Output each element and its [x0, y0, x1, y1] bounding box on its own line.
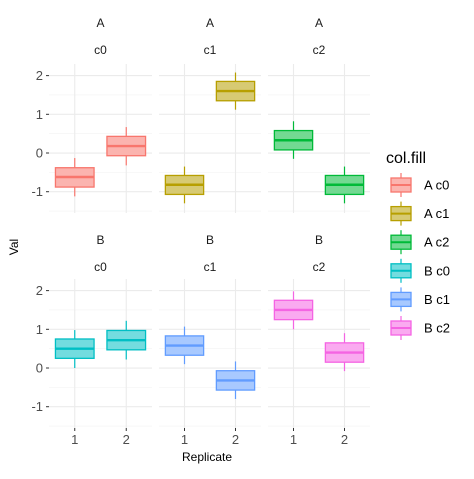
- legend-label: B c2: [424, 321, 450, 336]
- facet-strip-bottom: [268, 35, 370, 63]
- facet-strip-top-label: A: [315, 16, 323, 30]
- y-tick-label: 0: [36, 146, 43, 161]
- facet-strip-bottom-label: c0: [94, 260, 107, 274]
- legend-key-b-c0: B c0: [386, 256, 450, 285]
- box-a-c2-rep2: [324, 166, 365, 204]
- facet-strip-bottom: [159, 35, 261, 63]
- x-tick-label: 1: [181, 432, 188, 447]
- x-tick-label: 2: [232, 432, 239, 447]
- legend-title: col.fill: [386, 150, 426, 167]
- x-axis-title: Replicate: [182, 450, 232, 464]
- y-tick-label: -1: [31, 184, 43, 199]
- legend-key-b-c1: B c1: [386, 285, 450, 314]
- facet-strip-top: [159, 226, 261, 252]
- facet-strip-top: [49, 9, 152, 35]
- y-axes-layer: -1 0 1 2 -1 0 1 2: [31, 68, 49, 414]
- legend: col.fill A c0 A c1 A c2 B c0 B c1 B c2: [386, 150, 450, 342]
- facet-panel-b-c2: Bc2: [268, 226, 370, 428]
- x-tick-label: 2: [123, 432, 130, 447]
- x-tick-label: 1: [71, 432, 78, 447]
- legend-label: A c0: [424, 178, 449, 193]
- facet-strip-top: [268, 9, 370, 35]
- box-a-c2-rep1: [273, 121, 314, 159]
- y-tick-label: -1: [31, 399, 43, 414]
- facet-strip-bottom: [49, 252, 152, 280]
- legend-key-a-c0: A c0: [386, 171, 449, 199]
- facet-strip-top-label: B: [96, 233, 104, 247]
- box-b-c2-rep1: [273, 291, 314, 330]
- x-tick-label: 1: [290, 432, 297, 447]
- legend-key-a-c1: A c1: [386, 199, 449, 228]
- y-axis-title: Val: [7, 239, 21, 255]
- x-tick-label: 2: [341, 432, 348, 447]
- legend-label: A c1: [424, 206, 449, 221]
- legend-keys: A c0 A c1 A c2 B c0 B c1 B c2: [386, 171, 450, 342]
- facet-panel-a-c2: Ac2: [268, 9, 370, 213]
- facet-strip-top-label: A: [206, 16, 214, 30]
- facet-panel-a-c0: Ac0: [49, 9, 152, 213]
- y-axis-row-1: -1 0 1 2: [31, 68, 49, 199]
- box-a-c0-rep1: [54, 158, 95, 197]
- facet-panel-b-c0: Bc0: [49, 226, 152, 428]
- y-tick-label: 0: [36, 361, 43, 376]
- y-axis-row-2: -1 0 1 2: [31, 283, 49, 414]
- legend-key-a-c2: A c2: [386, 228, 449, 257]
- facet-strip-bottom-label: c1: [204, 260, 217, 274]
- facet-strip-top-label: B: [206, 233, 214, 247]
- facet-panel-a-c1: Ac1: [159, 9, 261, 213]
- legend-label: A c2: [424, 235, 449, 250]
- box-b-c0-rep2: [106, 320, 147, 360]
- facet-strip-bottom: [49, 35, 152, 63]
- box-a-c1-rep2: [215, 72, 256, 110]
- y-tick-label: 2: [36, 68, 43, 83]
- facet-strip-top: [159, 9, 261, 35]
- box-b-c0-rep1: [54, 330, 95, 369]
- facet-panel-b-c1: Bc1: [159, 226, 261, 428]
- y-tick-label: 2: [36, 283, 43, 298]
- facet-strip-bottom-label: c2: [313, 260, 326, 274]
- legend-key-b-c2: B c2: [386, 314, 450, 342]
- facet-strip-bottom: [268, 252, 370, 280]
- facet-strip-top-label: A: [96, 16, 104, 30]
- box-a-c1-rep1: [164, 166, 205, 204]
- facet-strip-top-label: B: [315, 233, 323, 247]
- legend-label: B c1: [424, 292, 450, 307]
- legend-label: B c0: [424, 263, 450, 278]
- box-b-c1-rep2: [215, 361, 256, 399]
- box-b-c2-rep2: [324, 333, 365, 372]
- y-tick-label: 1: [36, 322, 43, 337]
- facet-strip-bottom-label: c0: [94, 43, 107, 57]
- facet-strip-bottom-label: c2: [313, 43, 326, 57]
- box-a-c0-rep2: [106, 127, 147, 166]
- box-b-c1-rep1: [164, 326, 205, 365]
- facet-strip-top: [268, 226, 370, 252]
- facet-strip-bottom-label: c1: [204, 43, 217, 57]
- facet-strip-top: [49, 226, 152, 252]
- facet-strip-bottom: [159, 252, 261, 280]
- y-tick-label: 1: [36, 107, 43, 122]
